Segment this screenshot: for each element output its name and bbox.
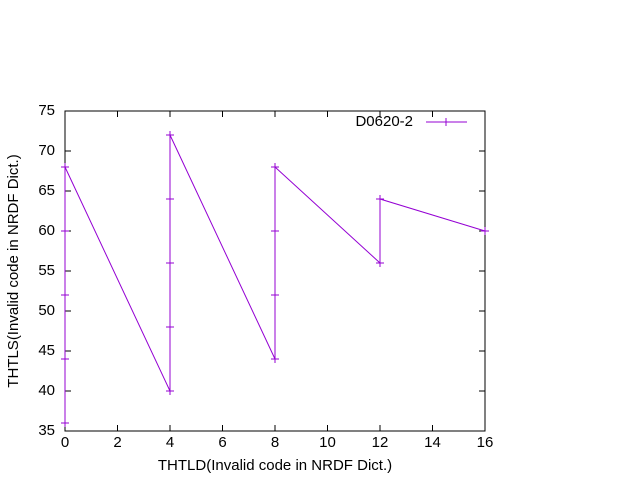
y-axis-label: THTLS(Invalid code in NRDF Dict.)	[5, 154, 22, 387]
data-point	[166, 195, 174, 203]
data-point	[481, 227, 489, 235]
x-tick-label: 8	[271, 434, 279, 451]
data-point	[376, 259, 384, 267]
data-point	[166, 323, 174, 331]
data-point	[166, 131, 174, 139]
legend-marker	[442, 118, 450, 126]
y-tick-label: 40	[38, 382, 55, 399]
data-point	[271, 163, 279, 171]
x-tick-label: 2	[113, 434, 121, 451]
x-tick-label: 16	[477, 434, 494, 451]
legend-label: D0620-2	[355, 113, 413, 130]
y-tick-label: 65	[38, 182, 55, 199]
y-tick-label: 50	[38, 302, 55, 319]
data-point	[271, 227, 279, 235]
data-point	[271, 291, 279, 299]
data-point	[166, 387, 174, 395]
data-point	[61, 291, 69, 299]
x-axis-label: THTLD(Invalid code in NRDF Dict.)	[158, 457, 392, 474]
data-point	[61, 419, 69, 427]
y-tick-label: 45	[38, 342, 55, 359]
y-tick-label: 70	[38, 142, 55, 159]
x-tick-label: 12	[372, 434, 389, 451]
data-point	[166, 259, 174, 267]
x-tick-label: 6	[218, 434, 226, 451]
y-tick-label: 60	[38, 222, 55, 239]
data-point	[271, 355, 279, 363]
y-tick-label: 35	[38, 422, 55, 439]
x-tick-label: 14	[424, 434, 441, 451]
y-tick-label: 55	[38, 262, 55, 279]
x-tick-label: 4	[166, 434, 174, 451]
x-tick-label: 0	[61, 434, 69, 451]
y-tick-label: 75	[38, 102, 55, 119]
data-point	[61, 355, 69, 363]
data-point	[376, 195, 384, 203]
x-tick-label: 10	[319, 434, 336, 451]
data-point	[61, 227, 69, 235]
data-line	[64, 134, 486, 423]
data-point	[61, 163, 69, 171]
